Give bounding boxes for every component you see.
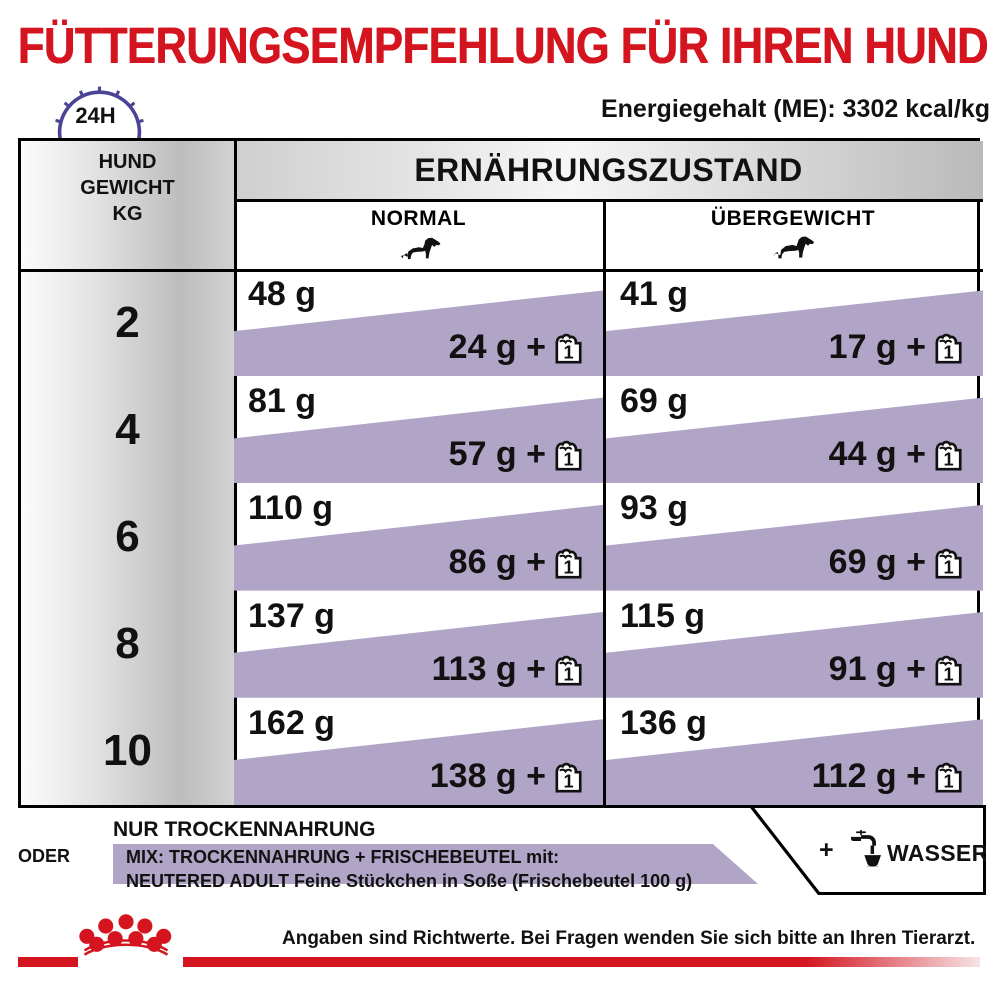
svg-text:1: 1	[943, 770, 953, 791]
svg-text:1: 1	[563, 770, 573, 791]
svg-text:1: 1	[563, 663, 573, 684]
svg-text:1: 1	[563, 342, 573, 363]
svg-text:1: 1	[943, 556, 953, 577]
svg-text:1: 1	[943, 449, 953, 470]
svg-text:1: 1	[563, 449, 573, 470]
svg-text:1: 1	[943, 663, 953, 684]
svg-text:1: 1	[943, 342, 953, 363]
svg-text:1: 1	[563, 556, 573, 577]
